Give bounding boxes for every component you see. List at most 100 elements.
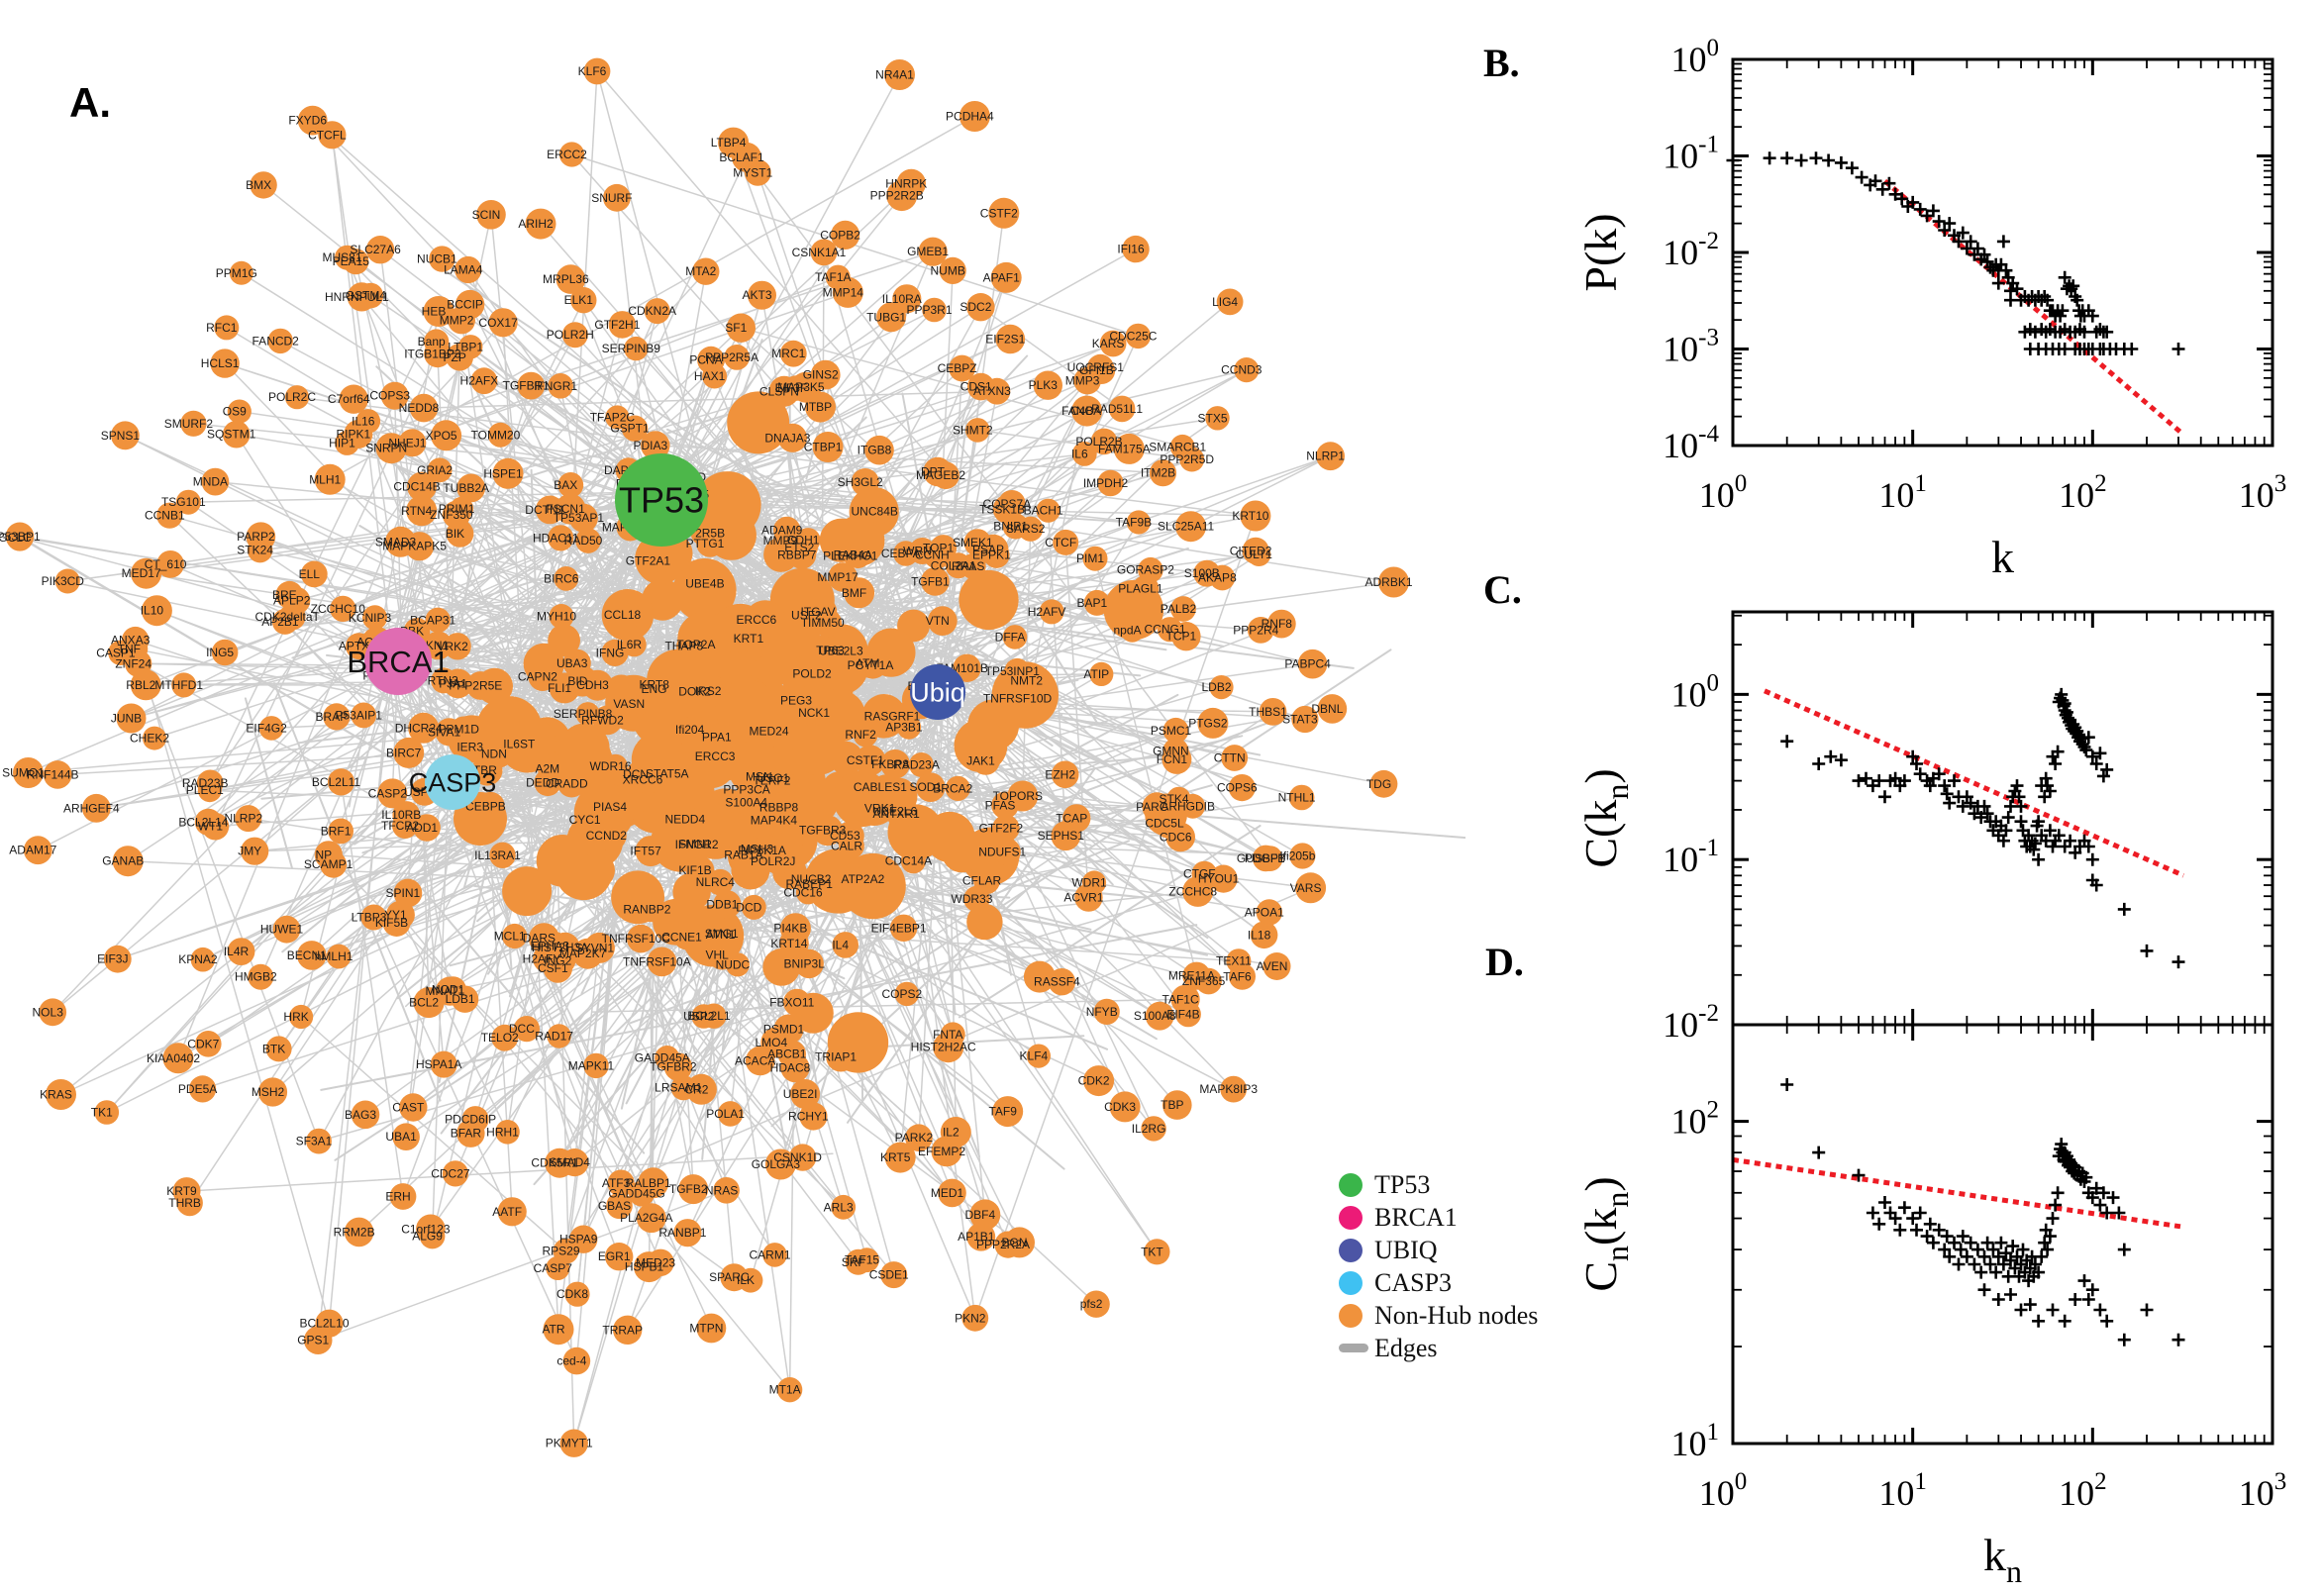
svg-text:SEPHS1: SEPHS1: [1038, 829, 1085, 843]
svg-text:PCDHA4: PCDHA4: [946, 110, 994, 124]
svg-text:BMF: BMF: [842, 586, 866, 600]
svg-text:CTTN: CTTN: [1214, 751, 1246, 765]
svg-text:NUMB: NUMB: [931, 263, 965, 277]
svg-text:PDCD6IP: PDCD6IP: [445, 1113, 496, 1127]
svg-text:CASP1: CASP1: [96, 646, 136, 659]
svg-text:SOD1: SOD1: [909, 780, 942, 794]
svg-text:ARIH2: ARIH2: [518, 217, 554, 231]
svg-text:TBP: TBP: [1161, 1098, 1183, 1112]
svg-text:CDC14B: CDC14B: [393, 480, 440, 494]
hub-node-casp3: [425, 754, 480, 810]
tick-label: 100: [1699, 1468, 1748, 1513]
svg-text:ZNF350: ZNF350: [430, 508, 473, 522]
svg-text:CSNK1D: CSNK1D: [773, 1150, 822, 1164]
svg-text:S100B: S100B: [1184, 566, 1220, 580]
svg-text:AVEN: AVEN: [1257, 959, 1288, 973]
svg-text:THAP8: THAP8: [664, 640, 703, 653]
svg-text:RNF2: RNF2: [845, 728, 876, 742]
svg-text:SYVN1: SYVN1: [575, 941, 615, 954]
hub-node-brca1: [364, 628, 432, 695]
svg-text:PARP2: PARP2: [237, 530, 275, 544]
svg-text:NUCB1: NUCB1: [417, 252, 457, 266]
svg-text:BCL2L11: BCL2L11: [312, 775, 360, 789]
svg-text:GTF2H1: GTF2H1: [594, 318, 640, 332]
svg-text:AATF: AATF: [492, 1205, 522, 1219]
svg-text:RAD17: RAD17: [535, 1030, 573, 1044]
svg-text:BRF1: BRF1: [321, 824, 352, 838]
svg-text:ADAM17: ADAM17: [9, 844, 56, 857]
tick-label: 101: [1878, 1468, 1927, 1513]
tick-label: 10-3: [1663, 325, 1719, 369]
hub-label-casp3: CASP3: [409, 767, 497, 797]
svg-text:PDGFB: PDGFB: [1245, 851, 1285, 865]
svg-text:TOMM20: TOMM20: [471, 428, 521, 442]
svg-text:MT1A: MT1A: [769, 1383, 801, 1397]
svg-text:WDR1: WDR1: [1071, 876, 1107, 890]
svg-text:AP3B1: AP3B1: [885, 721, 923, 735]
svg-text:FNTA: FNTA: [933, 1028, 962, 1042]
svg-text:TNFRSF10D: TNFRSF10D: [983, 691, 1053, 705]
svg-text:COPS2: COPS2: [881, 987, 922, 1001]
svg-text:CFLAR: CFLAR: [962, 874, 1002, 888]
svg-text:JUNB: JUNB: [111, 712, 142, 726]
svg-text:PIK3CD: PIK3CD: [42, 574, 85, 588]
svg-text:BCL2: BCL2: [409, 996, 439, 1010]
svg-text:TRIAP1: TRIAP1: [815, 1050, 857, 1064]
svg-text:FANCD2: FANCD2: [252, 334, 300, 348]
svg-text:FCN1: FCN1: [1157, 752, 1188, 766]
legend-dot-icon: [1339, 1270, 1363, 1295]
svg-text:RALBP1: RALBP1: [626, 1176, 671, 1190]
svg-text:PLEC1: PLEC1: [186, 783, 224, 797]
svg-text:Ifi204: Ifi204: [675, 723, 705, 737]
svg-text:WT1: WT1: [198, 820, 224, 834]
svg-text:RANBP1: RANBP1: [658, 1226, 706, 1240]
svg-text:CDK8: CDK8: [556, 1287, 588, 1301]
svg-text:IL6: IL6: [1071, 447, 1088, 460]
svg-text:IL10RA: IL10RA: [882, 292, 922, 306]
svg-text:LDB2: LDB2: [1201, 680, 1231, 694]
svg-text:TAF9: TAF9: [988, 1105, 1017, 1119]
svg-text:KPNA2: KPNA2: [178, 952, 218, 966]
svg-text:PLAGL1: PLAGL1: [1118, 582, 1163, 596]
svg-text:DBF4: DBF4: [964, 1208, 995, 1222]
legend-edge-swatch-icon: [1339, 1344, 1368, 1352]
svg-text:BRE: BRE: [272, 588, 297, 602]
svg-text:GTF2F2: GTF2F2: [979, 822, 1024, 836]
svg-text:UBA3: UBA3: [556, 656, 588, 670]
svg-text:CASP7: CASP7: [534, 1261, 573, 1275]
tick-label: 10-2: [1663, 1000, 1719, 1045]
svg-text:RABEP1: RABEP1: [786, 877, 834, 891]
svg-text:ATN1: ATN1: [706, 928, 736, 942]
svg-text:MAPK8IP3: MAPK8IP3: [1199, 1082, 1258, 1096]
svg-text:HSPE1: HSPE1: [483, 466, 523, 480]
svg-text:MRPL36: MRPL36: [543, 272, 589, 286]
svg-text:FLI1: FLI1: [548, 681, 571, 695]
svg-text:PPP2R5A: PPP2R5A: [705, 350, 758, 364]
svg-text:ARHGDIB: ARHGDIB: [1161, 799, 1215, 813]
svg-text:NOD1: NOD1: [432, 983, 465, 997]
svg-text:PSMD1: PSMD1: [763, 1023, 805, 1037]
svg-text:TAF9B: TAF9B: [1116, 516, 1152, 530]
svg-text:EIF3F: EIF3F: [775, 381, 808, 395]
svg-text:PEA15: PEA15: [333, 254, 370, 268]
svg-text:PPA1: PPA1: [702, 731, 732, 745]
svg-text:SNURF: SNURF: [591, 191, 632, 205]
svg-text:CALR: CALR: [831, 840, 862, 853]
svg-text:UNC84B: UNC84B: [852, 505, 898, 519]
svg-text:MMP17: MMP17: [817, 570, 858, 584]
svg-text:KLF4: KLF4: [1020, 1049, 1049, 1063]
svg-text:NTHL1: NTHL1: [1278, 791, 1316, 805]
legend-dot-icon: [1339, 1205, 1363, 1230]
svg-text:PPM1G: PPM1G: [216, 266, 257, 280]
svg-text:ITGAV: ITGAV: [801, 605, 836, 619]
network-graph: MLH1 RAD50 FANCD2 FANCA CHEK2 WT1 BRCA2 CLSPN AP…: [0, 57, 1465, 1457]
svg-text:KRT5: KRT5: [880, 1150, 911, 1164]
svg-text:NFYB: NFYB: [1086, 1005, 1118, 1019]
svg-text:HRK: HRK: [283, 1010, 308, 1024]
axis-ticks: [1731, 1025, 2274, 1446]
svg-text:PIAS4: PIAS4: [593, 800, 627, 814]
legend-item-label: CASP3: [1374, 1267, 1453, 1297]
svg-text:PIM1: PIM1: [1076, 551, 1104, 565]
svg-text:APOA1: APOA1: [1245, 905, 1284, 919]
